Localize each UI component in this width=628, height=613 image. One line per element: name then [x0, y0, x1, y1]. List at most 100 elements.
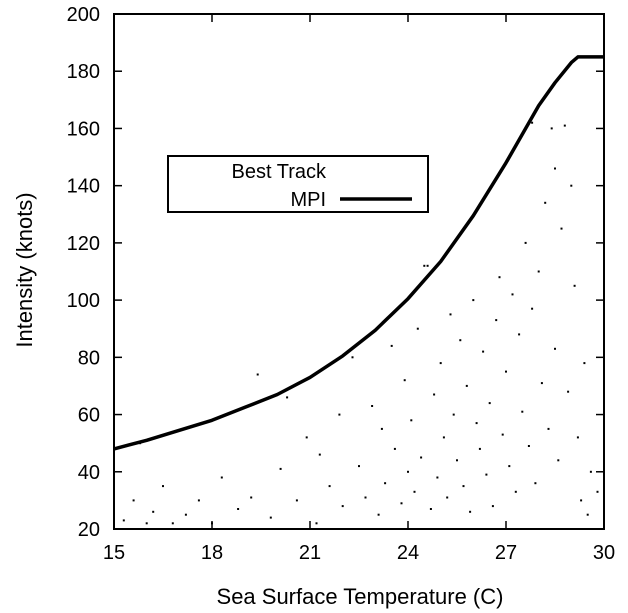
best-track-point	[537, 270, 540, 273]
best-track-point	[465, 384, 468, 387]
best-track-point	[442, 436, 445, 439]
best-track-point	[583, 362, 586, 365]
y-tick-label: 200	[67, 4, 100, 26]
best-track-point	[250, 496, 253, 499]
best-track-point	[384, 482, 387, 485]
best-track-point	[596, 490, 599, 493]
best-track-point	[482, 350, 485, 353]
x-axis-ticks: 15 18 21 24 27 30	[103, 14, 615, 564]
best-track-point	[364, 496, 367, 499]
best-track-point	[527, 445, 530, 447]
y-tick-label: 40	[78, 462, 100, 484]
best-track-point	[491, 505, 494, 508]
best-track-point	[220, 476, 223, 479]
best-track-point	[518, 333, 521, 336]
best-track-point	[439, 362, 442, 365]
mpi-curve	[113, 55, 604, 451]
best-track-point	[531, 121, 534, 124]
best-track-point	[420, 456, 423, 459]
best-track-point	[469, 510, 472, 513]
best-track-point	[426, 264, 429, 267]
y-tick-label: 160	[67, 118, 100, 140]
x-tick-label: 30	[593, 542, 615, 564]
best-track-point	[446, 496, 449, 499]
best-track-point	[521, 410, 524, 413]
legend: Best Track MPI	[167, 155, 429, 213]
y-axis-title: Intensity (knots)	[12, 192, 37, 347]
best-track-point	[433, 393, 436, 396]
best-track-point	[315, 522, 318, 525]
best-track-point	[557, 459, 560, 462]
best-track-point	[403, 379, 406, 382]
y-tick-label: 20	[78, 519, 100, 541]
best-track-point	[547, 427, 550, 430]
best-track-point	[393, 447, 396, 450]
best-track-point	[410, 419, 413, 422]
y-tick-label: 100	[67, 290, 100, 312]
best-track-point	[286, 396, 289, 399]
best-track-point	[423, 264, 426, 267]
best-track-point	[462, 485, 465, 488]
best-track-point	[456, 459, 458, 462]
best-track-point	[237, 508, 240, 510]
best-track-point	[413, 490, 416, 493]
best-track-point	[377, 513, 380, 516]
best-track-point	[554, 347, 556, 350]
best-track-point	[328, 485, 331, 488]
x-axis-title: Sea Surface Temperature (C)	[217, 584, 504, 609]
best-track-point	[531, 307, 534, 310]
best-track-point	[305, 436, 308, 439]
best-track-point	[472, 299, 475, 302]
best-track-point	[498, 276, 501, 279]
best-track-points	[122, 121, 599, 525]
best-track-point	[380, 427, 383, 430]
best-track-point	[122, 519, 125, 522]
plot-area-frame	[113, 13, 605, 530]
best-track-point	[534, 482, 537, 485]
best-track-point	[338, 413, 341, 416]
x-tick-label: 15	[103, 542, 125, 564]
best-track-point	[269, 516, 272, 519]
best-track-point	[152, 510, 155, 513]
x-tick-label: 18	[201, 542, 223, 564]
best-track-point	[197, 499, 200, 502]
best-track-point	[429, 508, 432, 510]
best-track-point	[459, 339, 462, 342]
best-track-point	[554, 167, 556, 170]
x-tick-label: 24	[397, 542, 419, 564]
y-tick-label: 80	[78, 347, 100, 369]
best-track-point	[341, 505, 344, 508]
legend-label-best-track: Best Track	[232, 161, 327, 183]
best-track-point	[351, 356, 354, 359]
y-tick-label: 140	[67, 176, 100, 198]
best-track-point	[505, 370, 507, 373]
best-track-point	[573, 284, 576, 287]
best-track-point	[145, 522, 148, 525]
best-track-point	[524, 241, 527, 244]
x-tick-label: 27	[495, 542, 517, 564]
y-tick-label: 120	[67, 233, 100, 255]
legend-label-mpi: MPI	[290, 189, 326, 211]
best-track-point	[514, 490, 517, 493]
best-track-point	[295, 499, 298, 502]
best-track-point	[586, 513, 589, 516]
best-track-point	[132, 499, 135, 502]
best-track-point	[544, 201, 547, 204]
best-track-point	[171, 522, 174, 525]
best-track-point	[563, 124, 566, 127]
best-track-point	[390, 344, 393, 347]
best-track-point	[400, 502, 403, 505]
best-track-point	[567, 390, 570, 393]
best-track-point	[508, 465, 511, 468]
best-track-point	[162, 485, 164, 488]
best-track-point	[488, 402, 491, 405]
y-tick-label: 60	[78, 405, 100, 427]
y-tick-label: 180	[67, 61, 100, 83]
best-track-point	[540, 382, 543, 385]
best-track-point	[452, 413, 455, 416]
best-track-point	[570, 184, 573, 187]
best-track-point	[576, 436, 579, 439]
best-track-point	[501, 433, 504, 436]
best-track-point	[436, 476, 439, 479]
